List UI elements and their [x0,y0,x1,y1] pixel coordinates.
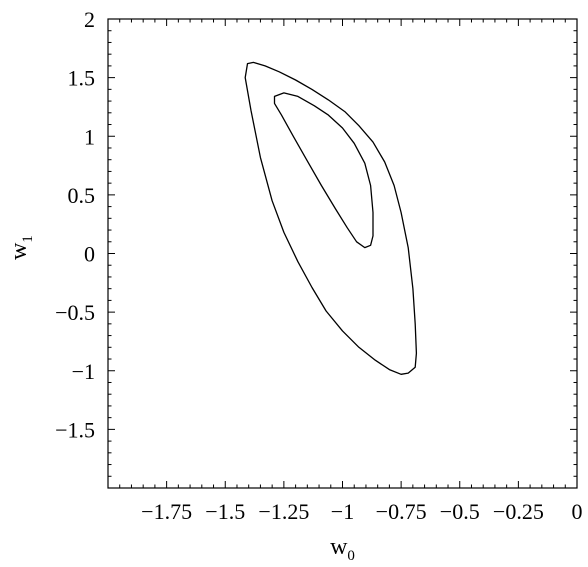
inner-contour-line [273,92,374,249]
x-tick-label: −1.5 [205,499,245,524]
x-tick-label: −1.75 [141,499,192,524]
y-tick-label: 1.5 [68,66,96,91]
y-tick-label: 1 [84,124,95,149]
y-tick-labels: 2 1.5 1 0.5 0 −0.5 −1 −1.5 [55,7,95,442]
x-tick-labels: −1.75 −1.5 −1.25 −1 −0.75 −0.5 −0.25 0 [141,499,582,524]
y-tick-label: 0 [84,242,95,267]
y-axis-title: w1 [6,235,36,260]
y-tick-label: 2 [84,7,95,32]
outer-contour-line [244,61,418,375]
y-tick-label: −1.5 [55,417,95,442]
x-tick-label: −1 [331,499,354,524]
x-tick-label: −0.5 [440,499,480,524]
axis-ticks [107,18,578,489]
x-tick-label: −0.25 [493,499,544,524]
y-tick-label: −1 [72,359,95,384]
plot-frame [107,18,578,489]
x-axis-title: w0 [330,534,355,564]
x-tick-label: −1.25 [258,499,309,524]
y-tick-label: −0.5 [55,300,95,325]
x-tick-label: 0 [572,499,583,524]
x-tick-label: −0.75 [376,499,427,524]
contour-lines [244,61,418,375]
y-tick-label: 0.5 [68,183,96,208]
